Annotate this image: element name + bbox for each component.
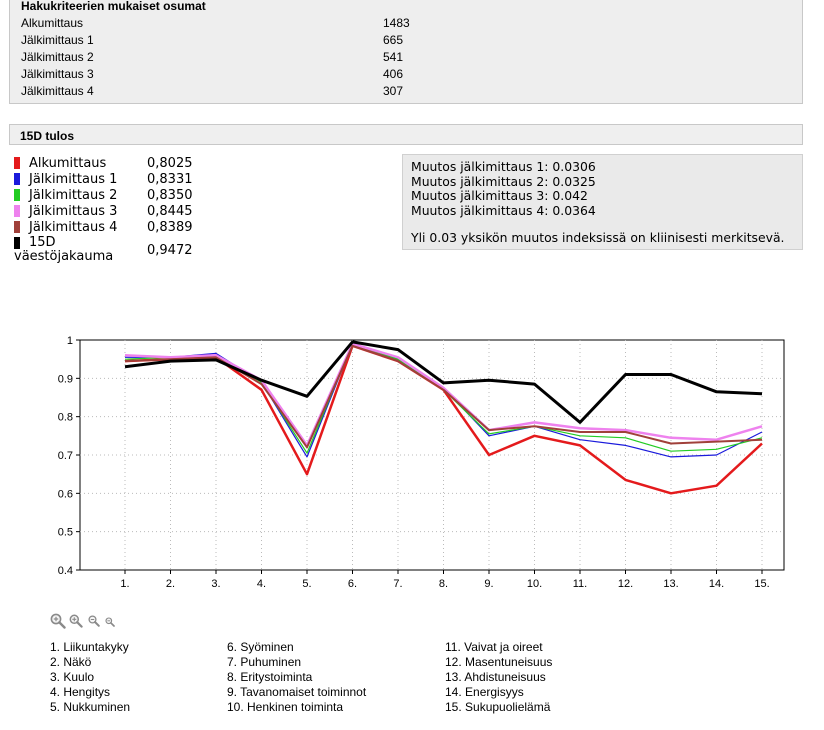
hits-row-label: Jälkimittaus 1 — [21, 33, 94, 47]
line-chart: 1 0.9 0.8 0.7 0.6 0.5 0.4 1. 2. 3. 4. 5. 6. 7. 8. 9. 10.… — [58, 335, 785, 590]
change-summary-box: Muutos jälkimittaus 1: 0.0306 Muutos jäl… — [402, 154, 803, 250]
legend-value: 0,8025 — [147, 156, 193, 171]
hits-row-label: Jälkimittaus 4 — [21, 84, 94, 98]
y-tick-label: 0.5 — [58, 527, 73, 539]
x-tick-label: 12. — [618, 578, 633, 590]
change-line: Muutos jälkimittaus 4: 0.0364 — [411, 202, 596, 218]
zoom-out-icon[interactable] — [88, 615, 100, 627]
x-tick-label: 3. — [211, 578, 220, 590]
legend-swatch — [14, 237, 20, 249]
x-tick-label: 5. — [302, 578, 311, 590]
x-tick-label: 11. — [573, 578, 587, 590]
dimension-label: 5. Nukkuminen — [50, 700, 131, 714]
x-tick-label: 4. — [257, 578, 266, 590]
legend-label: Alkumittaus — [29, 156, 107, 171]
y-tick-label: 1 — [67, 335, 73, 347]
x-tick-label: 6. — [348, 578, 357, 590]
legend-swatch — [14, 173, 20, 185]
legend-swatch — [14, 221, 20, 233]
dimension-label: 7. Puhuminen — [227, 655, 302, 669]
hits-row-label: Alkumittaus — [21, 16, 84, 30]
dimension-label: 9. Tavanomaiset toiminnot — [227, 685, 367, 699]
hits-row-value: 541 — [383, 50, 404, 64]
y-tick-label: 0.9 — [58, 373, 73, 385]
y-tick-label: 0.6 — [58, 488, 73, 500]
y-tick-label: 0.4 — [58, 565, 73, 577]
dimension-label: 1. Liikuntakyky — [50, 640, 129, 654]
dimension-label: 12. Masentuneisuus — [445, 655, 553, 669]
hits-row-value: 1483 — [383, 16, 410, 30]
legend-label: Jälkimittaus 4 — [29, 220, 118, 235]
legend-label: 15D väestöjakauma — [14, 235, 114, 264]
zoom-in-icon[interactable] — [69, 614, 83, 628]
legend-value: 0,8445 — [147, 204, 193, 219]
legend-swatch — [14, 189, 20, 201]
change-line: Muutos jälkimittaus 3: 0.042 — [411, 188, 588, 203]
hits-row-label: Jälkimittaus 3 — [21, 67, 94, 81]
x-tick-label: 8. — [439, 578, 448, 590]
x-tick-label: 7. — [393, 578, 402, 590]
legend-value: 0,8350 — [147, 188, 193, 203]
legend-label: Jälkimittaus 3 — [29, 204, 118, 219]
legend-value: 0,8389 — [147, 220, 193, 235]
zoom-out-small-icon[interactable] — [105, 617, 115, 627]
change-line: Muutos jälkimittaus 1: 0.0306 — [411, 159, 596, 174]
dimension-label: 13. Ahdistuneisuus — [445, 670, 546, 684]
hits-row-label: Jälkimittaus 2 — [21, 50, 94, 64]
dimension-label: 4. Hengitys — [50, 685, 111, 699]
legend-swatch — [14, 205, 20, 217]
legend-label: Jälkimittaus 1 — [29, 172, 118, 187]
result-header: 15D tulos — [9, 124, 803, 145]
hits-title: Hakukriteerien mukaiset osumat — [21, 0, 206, 13]
x-tick-label: 9. — [484, 578, 493, 590]
legend-value: 0,9472 — [147, 243, 193, 258]
dimension-label: 10. Henkinen toiminta — [227, 700, 344, 714]
legend-value: 0,8331 — [147, 172, 193, 187]
x-tick-label: 15. — [754, 578, 769, 590]
dimension-label: 14. Energisyys — [445, 685, 524, 699]
hits-row-value: 307 — [383, 84, 404, 98]
hits-row-value: 406 — [383, 67, 404, 81]
zoom-in-large-icon[interactable] — [50, 613, 66, 629]
change-line: Muutos jälkimittaus 2: 0.0325 — [411, 173, 596, 189]
series-line — [124, 340, 763, 424]
dimension-label: 8. Eritystoiminta — [227, 670, 313, 684]
result-title: 15D tulos — [20, 129, 75, 143]
hits-panel: Hakukriteerien mukaiset osumat Alkumitta… — [9, 0, 803, 104]
x-tick-label: 14. — [709, 578, 724, 590]
dimension-label: 3. Kuulo — [50, 670, 95, 684]
hits-row-value: 665 — [383, 33, 404, 47]
dimension-label: 2. Näkö — [50, 655, 92, 669]
x-tick-label: 2. — [166, 578, 175, 590]
series-line — [124, 342, 763, 447]
x-tick-label: 1. — [120, 578, 129, 590]
dimension-label: 11. Vaivat ja oireet — [445, 640, 543, 654]
y-tick-label: 0.7 — [58, 450, 73, 462]
legend-label: Jälkimittaus 2 — [29, 188, 118, 203]
y-tick-label: 0.8 — [58, 412, 73, 424]
x-tick-label: 10. — [527, 578, 542, 590]
legend-swatch — [14, 157, 20, 169]
significance-note: Yli 0.03 yksikön muutos indeksissä on kl… — [411, 230, 785, 245]
dimension-label: 15. Sukupuolielämä — [445, 700, 551, 714]
x-tick-label: 13. — [663, 578, 678, 590]
dimension-label: 6. Syöminen — [227, 640, 294, 654]
